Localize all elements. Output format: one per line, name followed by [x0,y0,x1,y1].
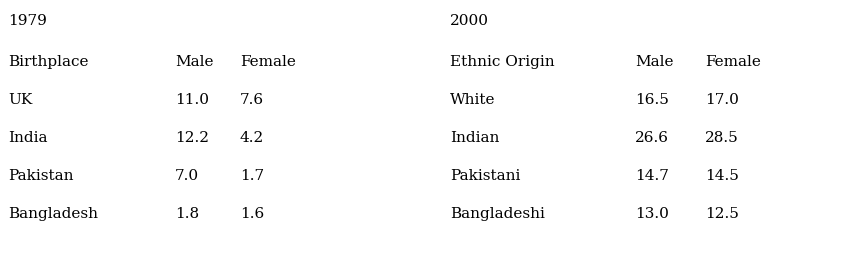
Text: 1.8: 1.8 [175,207,199,221]
Text: Female: Female [240,55,296,69]
Text: Pakistan: Pakistan [8,169,74,183]
Text: 14.5: 14.5 [705,169,739,183]
Text: Bangladeshi: Bangladeshi [450,207,545,221]
Text: Bangladesh: Bangladesh [8,207,98,221]
Text: 26.6: 26.6 [635,131,669,145]
Text: India: India [8,131,48,145]
Text: 14.7: 14.7 [635,169,669,183]
Text: 1.6: 1.6 [240,207,264,221]
Text: 12.2: 12.2 [175,131,209,145]
Text: Ethnic Origin: Ethnic Origin [450,55,555,69]
Text: 1.7: 1.7 [240,169,264,183]
Text: Male: Male [635,55,674,69]
Text: 2000: 2000 [450,14,489,28]
Text: 7.6: 7.6 [240,93,264,107]
Text: 11.0: 11.0 [175,93,209,107]
Text: Birthplace: Birthplace [8,55,89,69]
Text: 17.0: 17.0 [705,93,739,107]
Text: 28.5: 28.5 [705,131,739,145]
Text: Male: Male [175,55,214,69]
Text: Pakistani: Pakistani [450,169,521,183]
Text: Indian: Indian [450,131,499,145]
Text: 7.0: 7.0 [175,169,199,183]
Text: Female: Female [705,55,761,69]
Text: UK: UK [8,93,32,107]
Text: White: White [450,93,496,107]
Text: 13.0: 13.0 [635,207,669,221]
Text: 4.2: 4.2 [240,131,264,145]
Text: 16.5: 16.5 [635,93,669,107]
Text: 1979: 1979 [8,14,47,28]
Text: 12.5: 12.5 [705,207,739,221]
